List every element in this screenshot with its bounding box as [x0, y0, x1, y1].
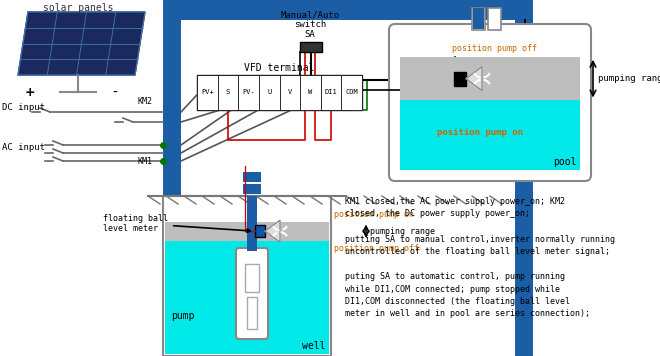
Text: -: - [113, 86, 117, 100]
Bar [488, 8, 501, 30]
Text: W: W [308, 89, 313, 95]
Text: well: well [302, 341, 326, 351]
Text: pumping range: pumping range [370, 227, 435, 236]
Text: S: S [226, 89, 230, 95]
Text: meter in well and in pool are series connection);: meter in well and in pool are series con… [345, 309, 590, 319]
Text: pumping range: pumping range [598, 74, 660, 83]
Text: pump: pump [171, 311, 195, 321]
Bar [247, 196, 257, 251]
Text: DI1: DI1 [325, 89, 337, 95]
Bar [454, 72, 466, 86]
Bar [163, 196, 331, 356]
Polygon shape [18, 12, 145, 75]
Text: closed, the DC power supply power_on;: closed, the DC power supply power_on; [345, 209, 530, 219]
Text: switch: switch [294, 20, 326, 29]
Text: floating ball
level meter: floating ball level meter [103, 214, 250, 233]
Text: +: + [24, 87, 36, 99]
Text: pool: pool [554, 157, 577, 167]
Text: KM1: KM1 [138, 157, 153, 166]
Text: while DI1,COM connected; pump stopped while: while DI1,COM connected; pump stopped wh… [345, 284, 560, 293]
Text: PV-: PV- [242, 89, 255, 95]
Bar [245, 264, 259, 292]
Text: solar panels: solar panels [43, 3, 114, 13]
Text: KM1 closed,the AC power supply power_on; KM2: KM1 closed,the AC power supply power_on;… [345, 197, 565, 206]
Bar [400, 57, 580, 100]
FancyBboxPatch shape [236, 248, 268, 339]
FancyBboxPatch shape [389, 24, 591, 181]
Bar [243, 184, 261, 194]
Bar [472, 8, 485, 30]
Bar [165, 221, 329, 241]
Text: KM2: KM2 [138, 98, 153, 106]
Polygon shape [466, 67, 482, 91]
Text: position pump off: position pump off [334, 244, 419, 253]
Bar [473, 8, 484, 29]
Bar [163, 0, 181, 356]
Bar [300, 42, 322, 52]
Bar [243, 172, 261, 182]
Text: PV+: PV+ [201, 89, 214, 95]
Bar [400, 100, 580, 170]
Bar [341, 75, 362, 110]
Text: position pump on: position pump on [334, 210, 414, 219]
Text: DC input: DC input [2, 104, 45, 112]
Polygon shape [265, 220, 280, 242]
Bar [515, 0, 533, 356]
Bar [259, 75, 279, 110]
Text: position pump off: position pump off [453, 44, 537, 53]
Bar [279, 75, 300, 110]
Text: SA: SA [305, 30, 315, 39]
Bar [165, 239, 329, 354]
Bar [197, 75, 218, 110]
Text: V: V [288, 89, 292, 95]
Bar [255, 225, 265, 237]
Bar [163, 0, 533, 20]
Text: U: U [267, 89, 271, 95]
Bar [218, 75, 238, 110]
Text: VFD terminal: VFD terminal [244, 63, 315, 73]
Bar [300, 75, 321, 110]
Text: putting SA to manual control,inverter normally running: putting SA to manual control,inverter no… [345, 235, 615, 244]
Bar [238, 75, 259, 110]
Text: COM: COM [345, 89, 358, 95]
Text: AC input: AC input [2, 142, 45, 152]
Bar [197, 75, 362, 110]
Bar [247, 297, 257, 329]
Text: puting SA to automatic control, pump running: puting SA to automatic control, pump run… [345, 272, 565, 281]
Text: position pump on: position pump on [437, 128, 523, 137]
Text: DI1,COM disconnected (the floating ball level: DI1,COM disconnected (the floating ball … [345, 297, 570, 306]
Text: Manual/Auto: Manual/Auto [280, 10, 339, 19]
Text: uncontrolled of the floating ball level meter signal;: uncontrolled of the floating ball level … [345, 247, 610, 256]
Bar [321, 75, 341, 110]
